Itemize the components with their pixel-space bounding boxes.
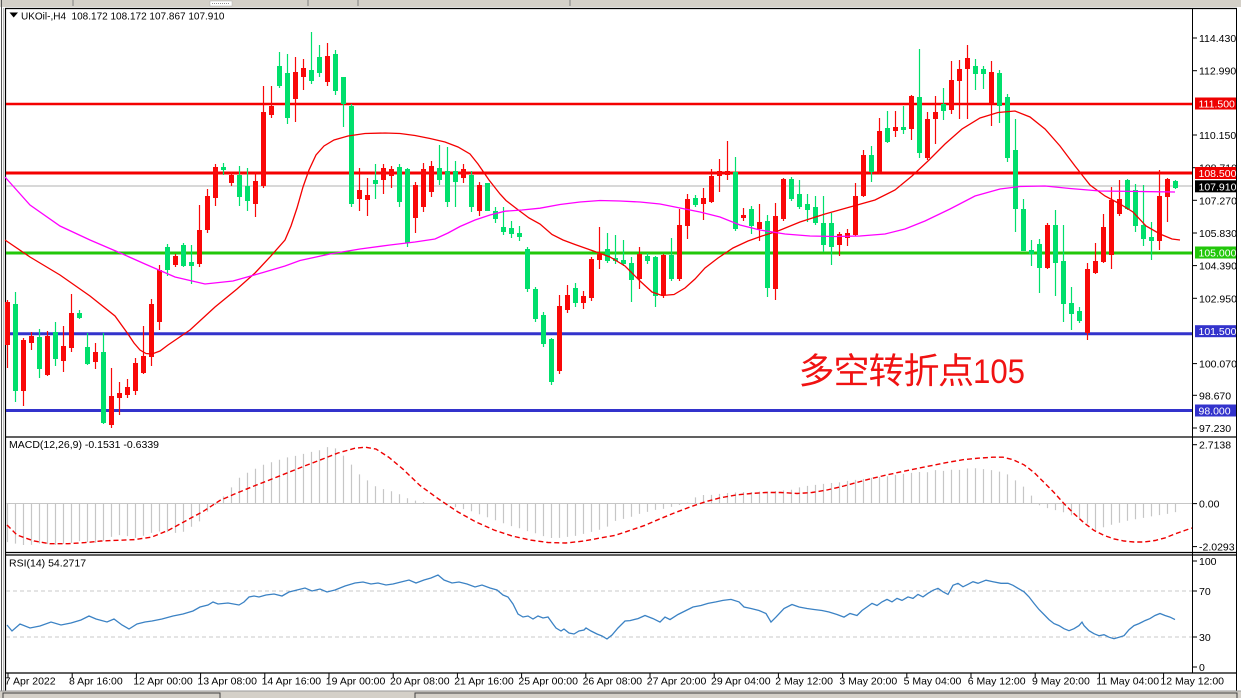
svg-text:8 Apr 16:00: 8 Apr 16:00 [69, 676, 123, 688]
svg-text:-2.0293: -2.0293 [1199, 542, 1235, 554]
svg-text:25 Apr 00:00: 25 Apr 00:00 [518, 676, 578, 688]
svg-text:12 May 12:00: 12 May 12:00 [1160, 676, 1224, 688]
svg-text:3 May 20:00: 3 May 20:00 [839, 676, 897, 688]
svg-text:26 Apr 08:00: 26 Apr 08:00 [583, 676, 643, 688]
svg-text:0: 0 [1199, 662, 1205, 674]
svg-text:2 May 12:00: 2 May 12:00 [775, 676, 833, 688]
svg-text:70: 70 [1199, 586, 1211, 598]
svg-text:97.230: 97.230 [1199, 423, 1231, 435]
svg-text:104.390: 104.390 [1199, 261, 1237, 273]
svg-text:9 May 20:00: 9 May 20:00 [1032, 676, 1090, 688]
svg-text:20 Apr 08:00: 20 Apr 08:00 [390, 676, 450, 688]
svg-text:RSI(14) 54.2717: RSI(14) 54.2717 [9, 558, 86, 570]
svg-text:101.500: 101.500 [1199, 326, 1237, 338]
svg-text:2.7138: 2.7138 [1199, 440, 1231, 452]
svg-text:112.990: 112.990 [1199, 66, 1236, 78]
svg-text:11 May 04:00: 11 May 04:00 [1096, 676, 1159, 688]
svg-text:UKOil-,H4 108.172 108.172 107: UKOil-,H4 108.172 108.172 107.867 107.91… [21, 12, 225, 23]
svg-text:102.950: 102.950 [1199, 293, 1237, 305]
svg-text:0.00: 0.00 [1199, 499, 1220, 511]
svg-text:105.000: 105.000 [1199, 248, 1237, 260]
svg-text:7 Apr 2022: 7 Apr 2022 [5, 676, 56, 688]
svg-text:30: 30 [1199, 632, 1211, 644]
svg-text:98.670: 98.670 [1199, 390, 1231, 402]
svg-text:105: 105 [973, 353, 1025, 391]
svg-text:6 May 12:00: 6 May 12:00 [968, 676, 1026, 688]
svg-text:98.000: 98.000 [1199, 406, 1231, 418]
svg-text:21 Apr 16:00: 21 Apr 16:00 [454, 676, 514, 688]
svg-text:100: 100 [1199, 556, 1217, 568]
svg-text:13 Apr 08:00: 13 Apr 08:00 [197, 676, 257, 688]
svg-text:107.910: 107.910 [1199, 181, 1237, 193]
svg-text:27 Apr 20:00: 27 Apr 20:00 [647, 676, 707, 688]
svg-text:107.270: 107.270 [1199, 195, 1237, 207]
svg-text:108.500: 108.500 [1199, 168, 1237, 180]
svg-text:111.500: 111.500 [1199, 99, 1236, 111]
svg-text:29 Apr 04:00: 29 Apr 04:00 [711, 676, 771, 688]
svg-text:12 Apr 00:00: 12 Apr 00:00 [133, 676, 193, 688]
svg-text:114.430: 114.430 [1199, 33, 1236, 45]
svg-text:110.150: 110.150 [1199, 130, 1236, 142]
svg-text:14 Apr 16:00: 14 Apr 16:00 [262, 676, 322, 688]
svg-text:19 Apr 00:00: 19 Apr 00:00 [326, 676, 386, 688]
svg-text:100.070: 100.070 [1199, 359, 1237, 371]
svg-text:105.830: 105.830 [1199, 228, 1237, 240]
svg-text:5 May 04:00: 5 May 04:00 [904, 676, 962, 688]
svg-text:MACD(12,26,9) -0.1531 -0.6339: MACD(12,26,9) -0.1531 -0.6339 [9, 439, 159, 451]
